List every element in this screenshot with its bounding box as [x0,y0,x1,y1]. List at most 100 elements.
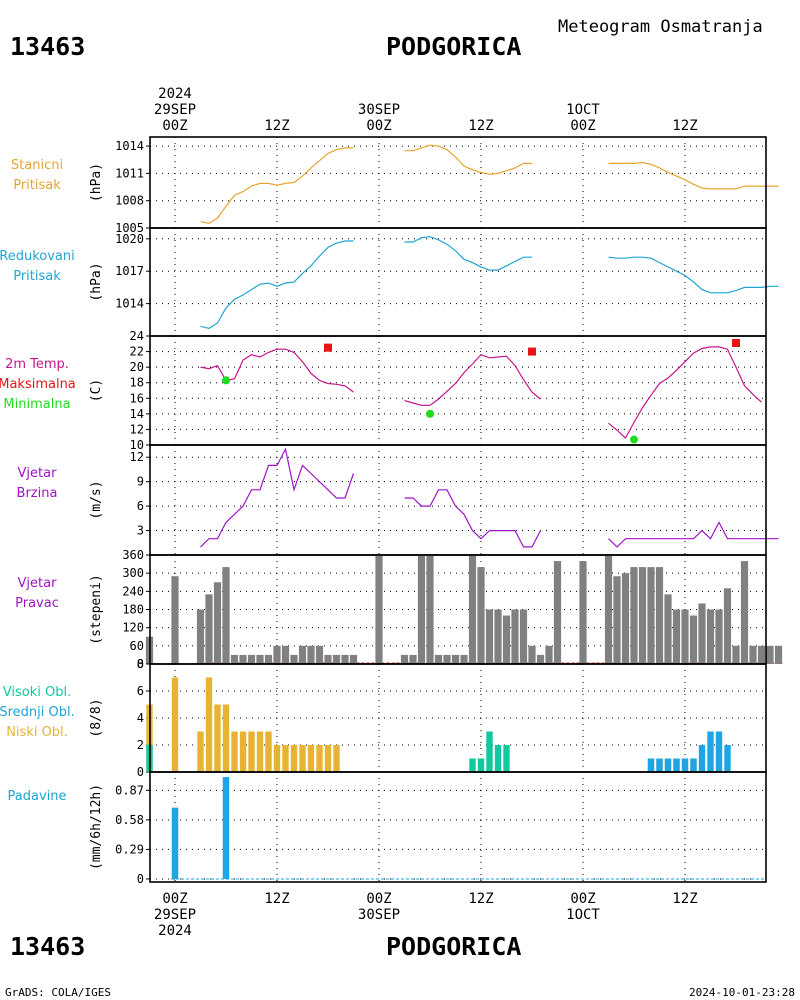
y-axis-unit-label: (mm/6h/12h) [89,784,104,870]
panel-wind-direction: 0 60 120 180 240 300 360 (stepeni) Vjetar Pravac [15,548,783,671]
wind-direction-bar [247,654,256,664]
wind-direction-bar [681,609,689,664]
wind-direction-bar [290,654,298,664]
top-time-label: 29SEP [154,102,196,118]
y-tick-label: 22 [130,345,144,359]
panel-label: Niski Obl. [6,725,68,740]
wind-direction-bar [536,654,545,664]
cloud-bar [265,731,272,772]
y-axis-unit-label: (C) [89,379,104,402]
cloud-bar [486,731,493,772]
cloud-bar [222,704,230,772]
wind-direction-bar [732,645,740,664]
bottom-time-label: 00Z [162,891,187,907]
panel-label: Pritisak [13,269,61,284]
y-tick-label: 10 [130,438,144,452]
wind-direction-bar [621,573,630,664]
top-time-label: 30SEP [358,102,400,118]
top-time-label: 00Z [570,118,595,134]
wind-direction-bar [749,645,757,664]
sea-level-pressure-series-line [200,240,354,330]
wind-direction-bar [485,609,494,664]
panel-label: Visoki Obl. [3,685,71,700]
y-tick-label: 1017 [115,264,144,278]
bottom-time-label: 12Z [468,891,493,907]
wind-direction-bar [553,561,562,664]
y-tick-label: 180 [122,603,144,617]
wind-direction-bar [647,567,655,664]
wind-direction-bar [638,567,647,664]
top-time-label: 2024 [158,86,192,102]
wind-direction-bar [256,654,264,664]
cloud-bar [197,731,204,772]
meteogram-title: Meteogram Osmatranja [558,17,763,37]
min-temp-marker [426,409,434,418]
wind-direction-bar [740,561,749,664]
panel-sea-level-pressure: 1014 1017 1020 (hPa) Redukovani Pritisak [0,227,779,337]
bottom-time-label: 00Z [570,891,595,907]
wind-direction-bar [494,609,502,664]
cloud-bar [299,745,306,772]
cloud-bar [707,731,714,772]
min-temp-marker [630,435,638,444]
y-tick-label: 18 [130,376,144,390]
wind-direction-bar [298,645,307,664]
cloud-bar [239,731,247,772]
bottom-time-label: 2024 [158,923,192,939]
y-axis-unit-label: (8/8) [89,698,104,737]
bottom-time-label: 29SEP [154,907,196,923]
panel-precipitation: 0 0.29 0.58 0.87 (mm/6h/12h) Padavine [8,771,767,886]
footer-credit: GrADS: COLA/IGES [5,986,111,999]
wind-direction-bar [273,645,281,664]
cloud-bar [205,677,213,772]
cloud-bar [316,745,323,772]
precipitation-bar [222,777,230,879]
temperature-series-line [404,353,541,406]
panel-wind-speed: 3 6 9 12 (m/s) Vjetar Brzina [17,444,779,556]
wind-direction-bar [205,594,213,664]
wind-direction-bar [460,654,468,664]
panels: 1005100810111014(hPa)StanicniPritisak101… [0,136,783,886]
cloud-bar [333,745,340,772]
y-tick-label: 240 [122,584,144,598]
cloud-bar [656,758,663,772]
panel-cloud-cover: 0 2 4 6 8 (8/8) Visoki Obl. Srednji Obl. Niski O… [0,657,767,779]
header: 13463 PODGORICA Meteogram Osmatranja [10,17,763,61]
wind-direction-bar [222,567,230,664]
max-temp-marker [528,347,536,356]
y-tick-label: 300 [122,566,144,580]
wind-direction-bar [511,609,519,664]
y-tick-label: 16 [130,391,144,405]
wind-speed-series-line [608,521,779,548]
cloud-bar [724,745,731,772]
panel-frame [149,227,767,337]
bottom-time-label: 1OCT [566,907,600,923]
wind-direction-bar [519,609,528,664]
wind-direction-bar [409,654,417,664]
station-name-bottom: PODGORICA [386,932,521,961]
wind-direction-bar [281,645,290,664]
panel-label: Brzina [17,486,58,501]
station-pressure-series-line [608,161,779,190]
panel-frame [149,771,767,883]
y-axis-unit-label: (hPa) [89,262,104,301]
y-tick-label: 1011 [115,166,144,180]
y-tick-label: 6 [137,499,144,513]
wind-direction-bar [468,555,477,664]
wind-direction-bar [715,609,723,664]
y-tick-label: 1014 [115,297,144,311]
max-temp-marker [732,339,740,348]
cloud-bar [503,745,510,772]
wind-direction-bar [213,582,222,664]
cloud-bar [256,731,264,772]
wind-direction-bar [604,555,613,664]
y-tick-label: 20 [130,360,144,374]
bottom-time-label: 12Z [672,891,697,907]
y-tick-label: 0.29 [115,842,144,856]
cloud-bar [214,704,221,772]
y-tick-label: 0 [137,765,144,779]
sea-level-pressure-series-line [608,256,779,294]
station-pressure-series-line [200,147,354,225]
panel-label: Pritisak [13,178,61,193]
